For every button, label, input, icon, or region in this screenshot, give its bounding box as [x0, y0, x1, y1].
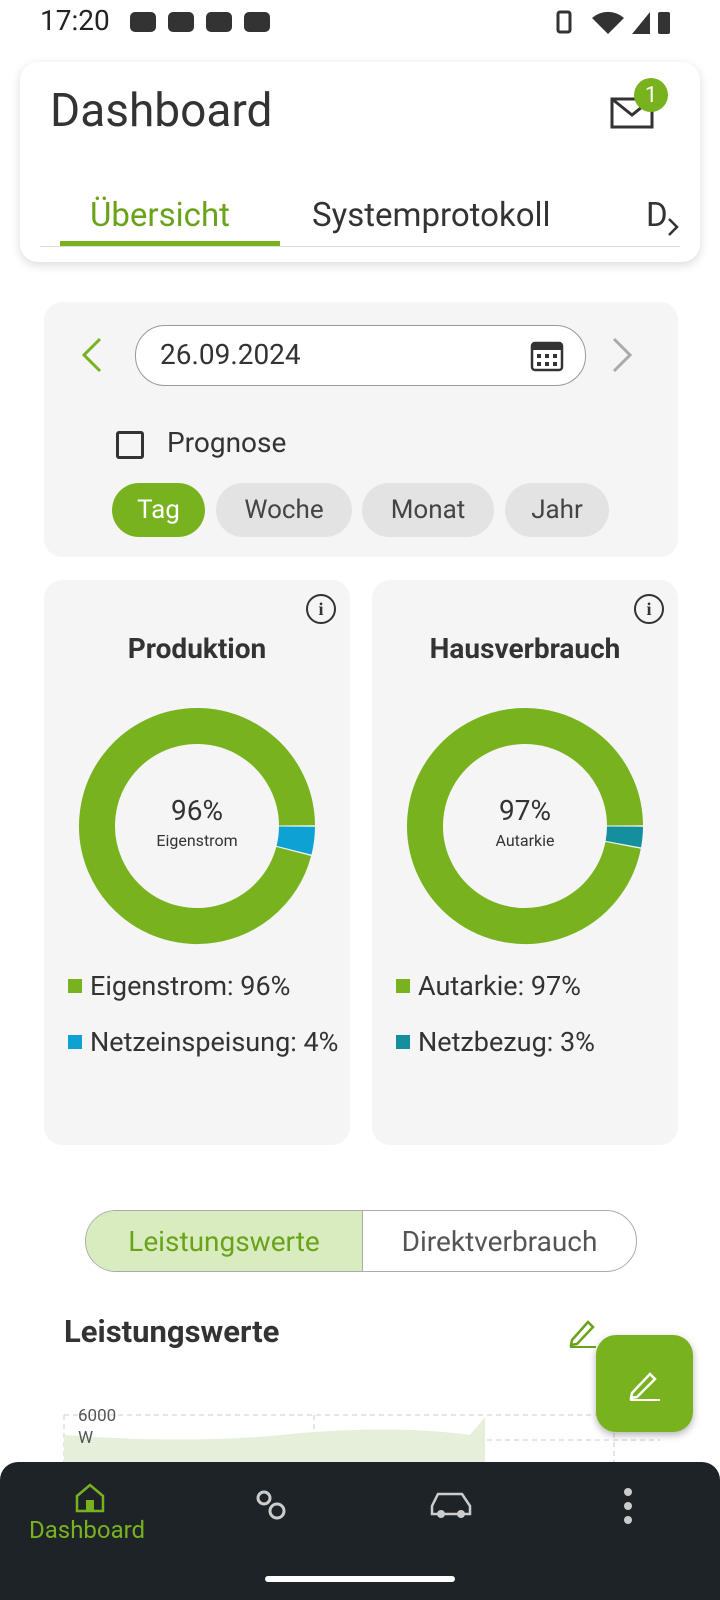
nav-label[interactable]: Dashboard — [29, 1516, 146, 1544]
legend-item: Netzeinspeisung: 4% — [68, 1018, 348, 1066]
header-card: Dashboard 1 Übersicht Systemprotokoll D — [20, 62, 700, 262]
toggle: Leistungswerte Direktverbrauch — [85, 1210, 637, 1272]
legend-item: Autarkie: 97% — [396, 962, 676, 1010]
legend: Autarkie: 97% Netzbezug: 3% — [396, 962, 676, 1074]
fab-icon — [628, 1371, 660, 1401]
donut-segment — [407, 708, 643, 944]
edit-icon[interactable] — [568, 1316, 598, 1348]
section-title: Leistungswerte — [64, 1313, 280, 1350]
date-input[interactable]: 26.09.2024 — [135, 325, 586, 386]
date-text: 26.09.2024 — [160, 338, 301, 371]
clock: 17:20 — [40, 4, 110, 37]
power-chart: 6000 W — [63, 1406, 660, 1465]
scroll-arrow[interactable] — [666, 216, 680, 238]
donut-card: i Produktion 96% Eigenstrom Eigenstrom: 96% N… — [44, 580, 350, 1145]
home-icon[interactable] — [74, 1482, 106, 1514]
legend-item: Eigenstrom: 96% — [68, 962, 348, 1010]
system-icons — [556, 10, 670, 34]
chip[interactable]: Monat — [362, 483, 494, 537]
tab-indicator — [60, 241, 280, 246]
tab[interactable]: Übersicht — [90, 196, 230, 235]
notification-icons — [130, 12, 270, 32]
tab[interactable]: Systemprotokoll — [312, 196, 551, 235]
donut-segment — [79, 708, 315, 944]
car-icon[interactable] — [428, 1486, 476, 1522]
y-tick-label: 6000 — [78, 1406, 116, 1426]
y-unit: W — [78, 1428, 93, 1448]
calendar-icon[interactable] — [530, 338, 564, 372]
info-icon[interactable]: i — [634, 594, 664, 624]
donut-segment — [276, 825, 315, 855]
divider — [40, 246, 680, 247]
status-bar: 17:20 — [0, 0, 720, 44]
more-icon[interactable] — [622, 1486, 634, 1526]
checkbox-label: Prognose — [167, 426, 287, 459]
donut-segment — [605, 826, 643, 848]
settings-icon[interactable] — [254, 1488, 288, 1522]
legend-label: Netzbezug: 3% — [418, 1026, 595, 1058]
donut-card: i Hausverbrauch 97% Autarkie Autarkie: 97% Ne… — [372, 580, 678, 1145]
legend-label: Eigenstrom: 96% — [90, 970, 291, 1002]
legend-label: Autarkie: 97% — [418, 970, 581, 1002]
chip[interactable]: Jahr — [505, 483, 609, 537]
bottom-nav: Dashboard — [0, 1462, 720, 1600]
badge: 1 — [634, 78, 668, 112]
donut: 97% Autarkie — [407, 708, 643, 944]
toggle-option[interactable]: Direktverbrauch — [401, 1224, 598, 1258]
legend-swatch — [396, 1035, 410, 1049]
center-value: 97% — [499, 794, 551, 827]
center-label: Autarkie — [495, 831, 554, 850]
donut: 96% Eigenstrom — [79, 708, 315, 944]
legend: Eigenstrom: 96% Netzeinspeisung: 4% — [68, 962, 348, 1074]
toggle-option[interactable]: Leistungswerte — [86, 1211, 363, 1271]
fab[interactable] — [596, 1335, 693, 1432]
next-button[interactable] — [610, 336, 634, 374]
info-icon[interactable]: i — [306, 594, 336, 624]
center-value: 96% — [171, 794, 223, 827]
tab[interactable]: D — [646, 196, 668, 235]
center-label: Eigenstrom — [156, 831, 237, 850]
card-title: Hausverbrauch — [429, 632, 621, 665]
prev-button[interactable] — [80, 336, 104, 374]
legend-label: Netzeinspeisung: 4% — [90, 1026, 339, 1058]
checkbox[interactable] — [116, 431, 144, 459]
chip[interactable]: Woche — [216, 483, 352, 537]
chip[interactable]: Tag — [112, 483, 205, 537]
card-title: Produktion — [127, 632, 267, 665]
legend-item: Netzbezug: 3% — [396, 1018, 676, 1066]
legend-swatch — [396, 979, 410, 993]
legend-swatch — [68, 979, 82, 993]
page-title: Dashboard — [50, 84, 273, 138]
home-indicator — [265, 1576, 455, 1582]
legend-swatch — [68, 1035, 82, 1049]
